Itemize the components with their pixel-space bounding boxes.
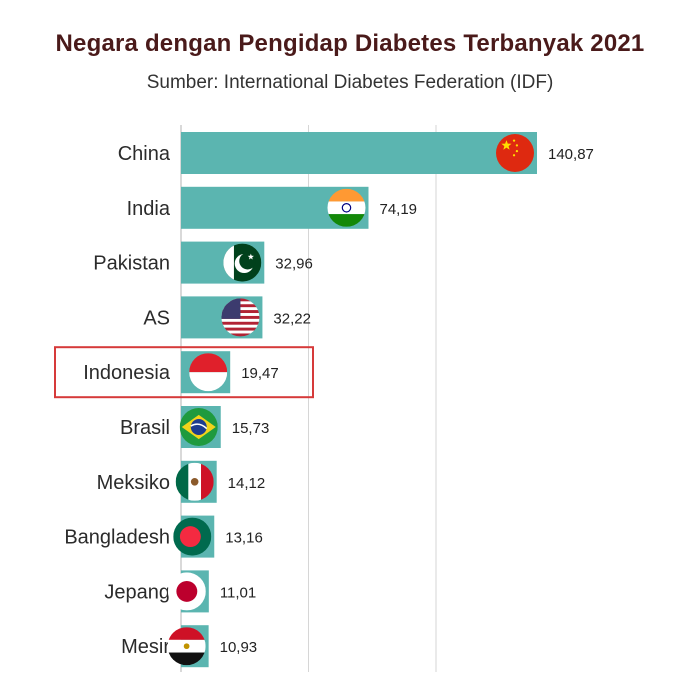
category-label: Jepang xyxy=(104,581,170,603)
highlight-box xyxy=(54,346,314,399)
india-flag-icon xyxy=(327,188,366,227)
japan-flag-icon xyxy=(167,572,206,611)
value-label: 15,73 xyxy=(232,420,270,437)
chart-title: Negara dengan Pengidap Diabetes Terbanya… xyxy=(55,30,645,57)
category-label: Mesir xyxy=(121,636,170,658)
value-label: 11,01 xyxy=(220,584,256,601)
china-flag-icon xyxy=(496,134,534,172)
chart-subtitle: Sumber: International Diabetes Federatio… xyxy=(146,72,554,93)
usa-flag-icon xyxy=(221,298,260,337)
value-label: 13,16 xyxy=(225,530,263,547)
category-label: Pakistan xyxy=(93,253,170,275)
category-label: Bangladesh xyxy=(64,527,170,549)
pakistan-flag-icon xyxy=(223,243,262,282)
category-label: Brasil xyxy=(120,417,170,439)
value-label: 32,96 xyxy=(275,256,313,273)
brazil-flag-icon xyxy=(179,408,218,446)
value-label: 32,22 xyxy=(273,310,311,327)
category-label: Meksiko xyxy=(97,472,170,494)
category-label: AS xyxy=(143,307,170,329)
value-label: 74,19 xyxy=(379,201,417,218)
value-label: 10,93 xyxy=(220,639,258,656)
bangladesh-flag-icon xyxy=(173,517,212,556)
category-label: Indonesia xyxy=(83,362,171,384)
indonesia-flag-icon xyxy=(189,353,228,392)
mexico-flag-icon xyxy=(175,462,214,501)
bar-china xyxy=(181,132,537,174)
egypt-flag-icon xyxy=(167,627,206,666)
category-label: India xyxy=(127,198,171,220)
value-label: 140,87 xyxy=(548,146,594,163)
value-label: 14,12 xyxy=(228,475,266,492)
value-label: 19,47 xyxy=(241,365,279,382)
category-label: China xyxy=(118,143,171,165)
